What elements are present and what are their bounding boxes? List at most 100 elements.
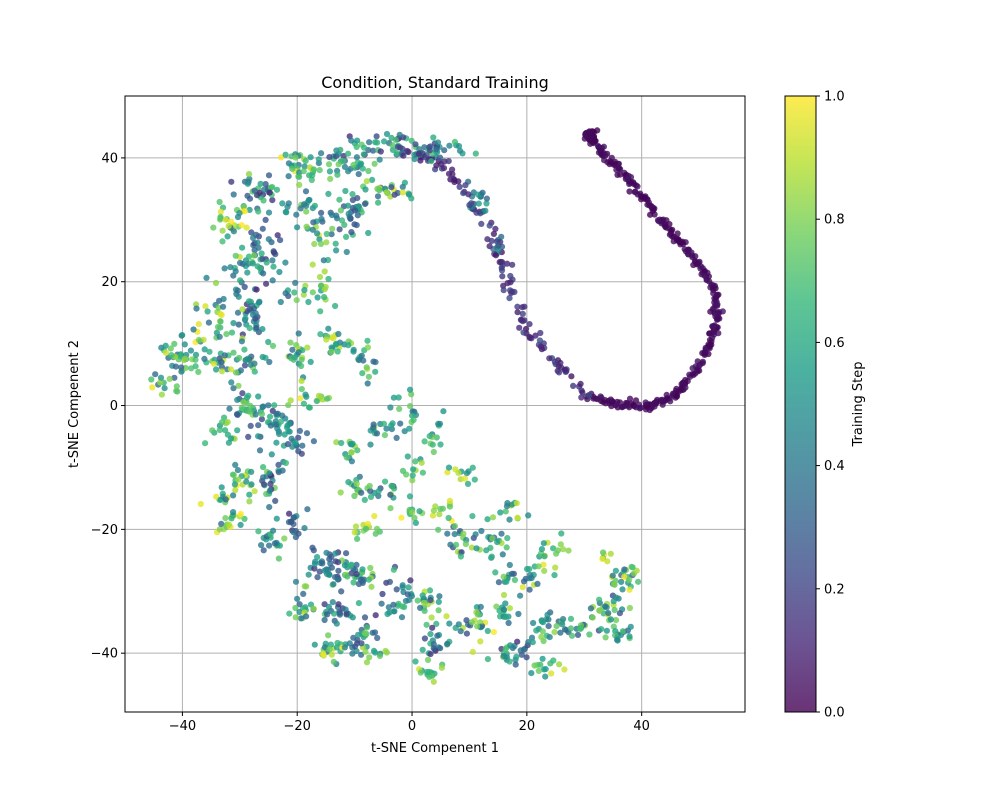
scatter-point <box>254 239 261 246</box>
y-tick-label: −40 <box>91 647 118 662</box>
scatter-point <box>574 631 582 639</box>
scatter-point <box>307 358 314 365</box>
scatter-point <box>417 669 424 676</box>
scatter-point <box>433 162 440 169</box>
scatter-point <box>375 488 382 495</box>
scatter-point <box>345 342 352 349</box>
scatter-point <box>247 361 254 368</box>
scatter-point <box>225 222 232 230</box>
scatter-point <box>601 157 608 164</box>
scatter-point <box>260 481 268 488</box>
scatter-point <box>430 507 437 514</box>
scatter-point <box>473 545 480 552</box>
scatter-point <box>338 439 345 447</box>
y-axis-ticks: −40 −20 0 20 40 <box>91 151 125 662</box>
scatter-point <box>260 474 267 481</box>
scatter-point <box>244 192 251 199</box>
scatter-point <box>380 420 387 427</box>
scatter-point <box>292 534 299 541</box>
scatter-point <box>716 315 723 322</box>
scatter-point <box>218 419 226 426</box>
scatter-point <box>519 310 526 317</box>
scatter-point <box>286 510 293 517</box>
scatter-point <box>578 394 585 401</box>
scatter-point <box>282 259 289 266</box>
scatter-point <box>506 561 513 569</box>
scatter-point <box>246 325 253 332</box>
scatter-point <box>587 605 595 612</box>
scatter-point <box>311 641 318 648</box>
scatter-point <box>509 261 516 268</box>
scatter-point <box>558 530 565 537</box>
scatter-point <box>269 277 276 284</box>
x-tick-label: 0 <box>408 719 416 734</box>
scatter-point <box>224 233 231 240</box>
scatter-point <box>680 240 687 247</box>
scatter-point <box>538 618 546 625</box>
scatter-point <box>288 435 295 442</box>
scatter-point <box>276 268 283 276</box>
scatter-point <box>596 596 603 603</box>
scatter-point <box>338 217 346 224</box>
scatter-point <box>263 259 270 266</box>
scatter-point <box>377 148 384 155</box>
scatter-point <box>271 540 278 547</box>
scatter-point <box>323 336 330 343</box>
scatter-point <box>696 258 703 265</box>
scatter-point <box>429 441 436 448</box>
scatter-point <box>364 380 371 387</box>
scatter-point <box>246 498 253 505</box>
scatter-point <box>385 604 392 611</box>
scatter-point <box>243 224 250 231</box>
scatter-point <box>557 541 564 548</box>
scatter-point <box>426 144 433 151</box>
scatter-point <box>279 412 286 419</box>
scatter-point <box>296 173 303 180</box>
scatter-point <box>475 200 482 207</box>
scatter-point <box>707 308 714 315</box>
scatter-point <box>266 189 273 196</box>
scatter-point <box>565 547 572 554</box>
scatter-point <box>286 420 293 427</box>
scatter-point <box>333 215 341 222</box>
scatter-point <box>279 467 286 474</box>
scatter-point <box>490 230 497 237</box>
scatter-point <box>270 249 278 256</box>
scatter-point <box>538 546 546 553</box>
scatter-point <box>441 158 448 165</box>
scatter-point <box>393 434 400 441</box>
scatter-point <box>157 374 165 381</box>
scatter-point <box>314 294 321 301</box>
scatter-point <box>494 539 501 546</box>
scatter-point <box>561 626 569 633</box>
scatter-point <box>397 144 404 151</box>
scatter-point <box>588 132 595 139</box>
scatter-point <box>429 624 436 631</box>
scatter-point <box>630 181 638 188</box>
scatter-point <box>260 464 267 471</box>
scatter-point <box>538 633 545 641</box>
scatter-point <box>553 623 560 630</box>
scatter-point <box>435 607 442 614</box>
y-tick-label: 20 <box>101 275 118 290</box>
scatter-point <box>325 275 332 283</box>
scatter-point <box>249 260 256 267</box>
x-axis-label: t-SNE Compenent 1 <box>371 741 499 756</box>
scatter-point <box>247 422 254 429</box>
scatter-point <box>228 379 235 386</box>
scatter-point <box>711 322 718 329</box>
scatter-point <box>334 639 341 647</box>
scatter-point <box>206 348 213 355</box>
scatter-point <box>614 636 621 643</box>
scatter-point <box>626 586 633 593</box>
scatter-point <box>237 521 244 529</box>
scatter-point <box>273 410 280 418</box>
scatter-point <box>267 480 274 487</box>
scatter-point <box>455 621 462 628</box>
colorbar-tick-label: 0.6 <box>824 336 845 351</box>
scatter-point <box>330 335 337 342</box>
scatter-point <box>350 348 357 355</box>
scatter-point <box>440 165 448 172</box>
scatter-point <box>488 237 495 244</box>
colorbar-ticks: 0.0 0.2 0.4 0.6 0.8 1.0 <box>816 90 845 721</box>
